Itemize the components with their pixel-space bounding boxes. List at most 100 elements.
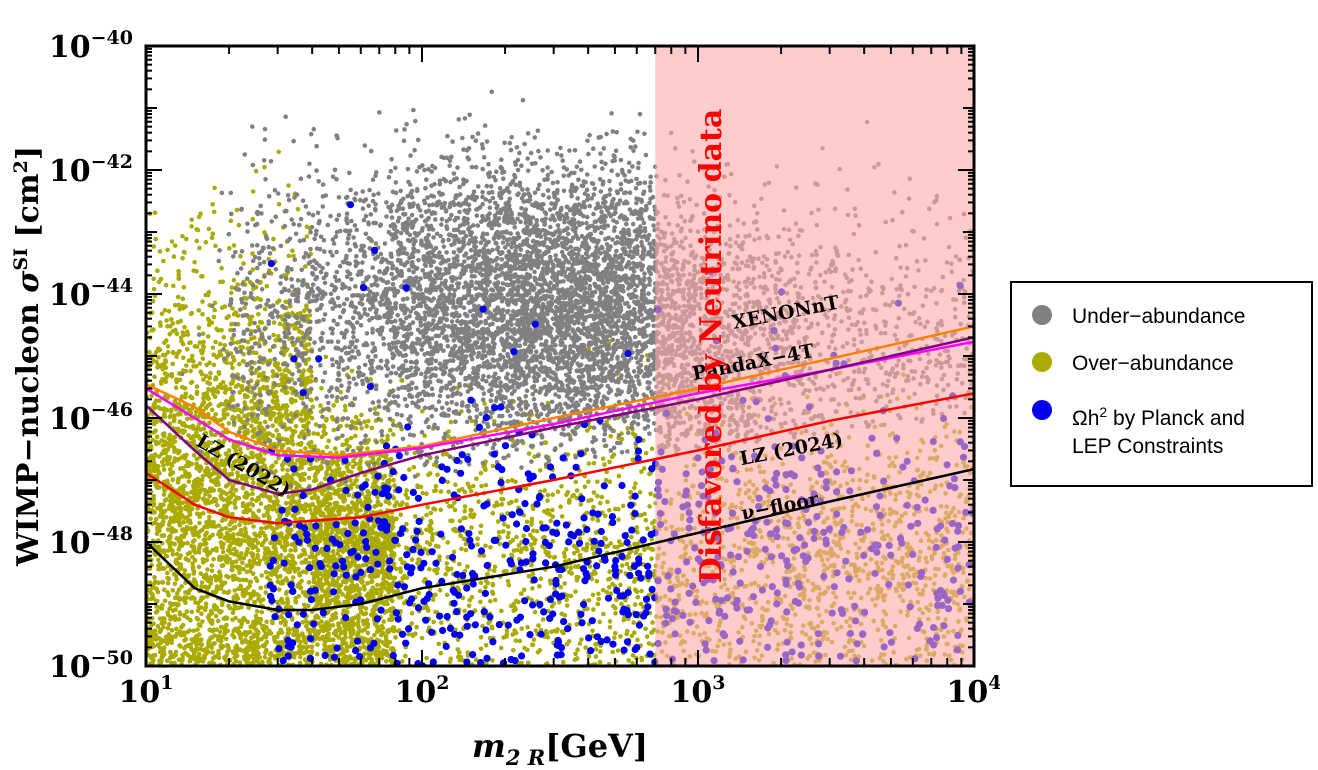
data-point [233, 615, 238, 621]
data-point [632, 579, 637, 584]
data-point [271, 528, 277, 533]
data-point [341, 470, 347, 476]
data-point [510, 632, 515, 637]
data-point [170, 477, 176, 483]
data-point [315, 642, 320, 647]
data-point [214, 548, 219, 553]
data-point [607, 625, 613, 630]
data-point [260, 659, 265, 665]
data-point [223, 484, 229, 489]
data-point [270, 369, 276, 374]
data-point [501, 553, 506, 559]
data-point [216, 371, 222, 376]
data-point [197, 245, 202, 251]
data-point [171, 283, 176, 289]
data-point [231, 277, 237, 283]
data-point [161, 616, 166, 622]
data-point [240, 501, 246, 506]
data-point [210, 547, 215, 553]
data-point [244, 563, 250, 568]
data-point [170, 552, 176, 557]
data-point [530, 586, 535, 591]
data-point [326, 438, 332, 444]
data-point [152, 452, 158, 457]
data-point [463, 515, 468, 521]
data-point [161, 258, 166, 264]
data-point [383, 599, 389, 604]
data-point [184, 589, 190, 595]
data-point [221, 408, 226, 413]
data-point [457, 561, 462, 567]
data-point [409, 621, 415, 626]
data-point [425, 504, 430, 510]
data-point [209, 563, 215, 568]
data-point [167, 432, 173, 438]
data-point [599, 494, 605, 500]
data-point [573, 651, 578, 657]
data-point [562, 613, 568, 618]
data-point [327, 598, 332, 604]
data-point [230, 414, 236, 420]
data-point [344, 423, 350, 429]
data-point [416, 590, 422, 596]
data-point [517, 638, 523, 644]
data-point [206, 396, 211, 402]
data-point [637, 490, 643, 495]
data-point [204, 594, 210, 599]
data-point [257, 386, 263, 392]
data-point [170, 588, 176, 593]
data-point [607, 507, 612, 513]
data-point [538, 520, 544, 525]
data-point [516, 599, 521, 605]
data-point [312, 511, 318, 517]
data-point [398, 512, 404, 518]
data-point [508, 603, 514, 609]
data-point [306, 342, 312, 347]
data-point [365, 580, 370, 586]
data-point [650, 642, 655, 648]
data-point [194, 238, 200, 244]
data-point [203, 373, 209, 379]
data-point [406, 631, 411, 637]
data-point [293, 516, 298, 522]
data-point [438, 507, 444, 513]
data-point [492, 564, 498, 570]
data-point [168, 407, 174, 413]
data-point [531, 637, 537, 642]
data-point [168, 438, 173, 443]
data-point [278, 552, 284, 558]
data-point [509, 499, 514, 505]
data-point [187, 550, 192, 556]
data-point [445, 479, 451, 485]
data-point [164, 570, 170, 576]
data-point [356, 629, 362, 634]
data-point [389, 598, 395, 604]
data-point [200, 511, 206, 516]
data-point [168, 471, 173, 477]
data-point [170, 328, 176, 334]
data-point [156, 279, 162, 285]
data-point [192, 259, 197, 265]
data-point [650, 620, 655, 625]
data-point [318, 403, 323, 408]
data-point [191, 359, 196, 364]
data-point [514, 498, 519, 504]
data-point [444, 561, 450, 566]
data-point [591, 607, 596, 612]
data-point [151, 286, 157, 292]
data-point [190, 554, 195, 560]
data-point [341, 608, 347, 613]
data-point [268, 442, 274, 447]
data-point [196, 549, 202, 555]
data-point [479, 483, 484, 489]
data-point [525, 647, 530, 653]
data-point [292, 429, 298, 434]
data-point [257, 319, 263, 325]
data-point [172, 302, 178, 308]
data-point [286, 183, 291, 188]
data-point [558, 504, 563, 510]
data-point [532, 609, 538, 615]
data-point [232, 501, 237, 506]
data-point [276, 201, 282, 207]
